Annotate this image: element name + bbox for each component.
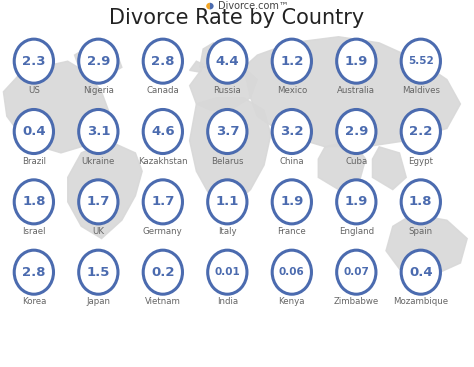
Text: 0.06: 0.06 (279, 267, 305, 277)
Text: 2.9: 2.9 (345, 125, 368, 138)
Text: Mozambique: Mozambique (393, 297, 448, 306)
Text: 1.1: 1.1 (216, 195, 239, 208)
Text: Israel: Israel (22, 227, 46, 236)
Text: 4.4: 4.4 (216, 55, 239, 68)
Text: Korea: Korea (22, 297, 46, 306)
Polygon shape (74, 43, 122, 80)
Text: Divorce.com™: Divorce.com™ (218, 1, 289, 11)
Polygon shape (190, 98, 271, 208)
Text: Mexico: Mexico (277, 86, 307, 95)
Text: 1.7: 1.7 (151, 195, 174, 208)
Ellipse shape (337, 39, 376, 83)
Text: 1.8: 1.8 (22, 195, 46, 208)
Text: Divorce Rate by Country: Divorce Rate by Country (109, 8, 365, 28)
Text: 1.5: 1.5 (87, 266, 110, 279)
Text: Canada: Canada (146, 86, 179, 95)
Text: 2.8: 2.8 (151, 55, 174, 68)
Text: 1.9: 1.9 (345, 55, 368, 68)
Text: 2.3: 2.3 (22, 55, 46, 68)
Ellipse shape (79, 109, 118, 153)
Ellipse shape (337, 250, 376, 294)
Text: UK: UK (92, 227, 104, 236)
Ellipse shape (272, 39, 311, 83)
Text: 1.9: 1.9 (345, 195, 368, 208)
Polygon shape (190, 61, 203, 72)
Ellipse shape (143, 250, 182, 294)
Ellipse shape (272, 180, 311, 224)
Ellipse shape (208, 39, 247, 83)
Text: France: France (277, 227, 306, 236)
Ellipse shape (14, 39, 54, 83)
Text: Germany: Germany (143, 227, 182, 236)
Text: 3.2: 3.2 (280, 125, 303, 138)
Text: Brazil: Brazil (22, 157, 46, 166)
Text: 4.6: 4.6 (151, 125, 174, 138)
Ellipse shape (401, 39, 440, 83)
Text: 0.07: 0.07 (343, 267, 369, 277)
Text: Maldives: Maldives (402, 86, 440, 95)
Text: 1.2: 1.2 (280, 55, 303, 68)
Wedge shape (206, 3, 210, 10)
Text: Belarus: Belarus (211, 157, 244, 166)
Text: Nigeria: Nigeria (83, 86, 114, 95)
Ellipse shape (14, 250, 54, 294)
Text: Kenya: Kenya (279, 297, 305, 306)
Ellipse shape (143, 180, 182, 224)
Ellipse shape (337, 180, 376, 224)
Text: 2.8: 2.8 (22, 266, 46, 279)
Ellipse shape (337, 109, 376, 153)
Text: 2.2: 2.2 (409, 125, 432, 138)
Ellipse shape (272, 109, 311, 153)
Polygon shape (318, 141, 365, 190)
Text: 2.9: 2.9 (87, 55, 110, 68)
Text: 0.4: 0.4 (22, 125, 46, 138)
Ellipse shape (401, 109, 440, 153)
Ellipse shape (14, 180, 54, 224)
Text: Ukraine: Ukraine (82, 157, 115, 166)
Ellipse shape (272, 250, 311, 294)
Text: 5.52: 5.52 (408, 56, 434, 66)
Text: Japan: Japan (86, 297, 110, 306)
Text: Spain: Spain (409, 227, 433, 236)
Polygon shape (3, 61, 115, 153)
Text: Zimbabwe: Zimbabwe (334, 297, 379, 306)
Polygon shape (244, 37, 460, 147)
Text: Vietnam: Vietnam (145, 297, 181, 306)
Polygon shape (190, 61, 257, 110)
Polygon shape (386, 214, 467, 275)
Text: Egypt: Egypt (408, 157, 433, 166)
Text: 3.1: 3.1 (87, 125, 110, 138)
Polygon shape (200, 43, 223, 67)
Text: Australia: Australia (337, 86, 375, 95)
Ellipse shape (14, 109, 54, 153)
Text: Italy: Italy (218, 227, 237, 236)
Wedge shape (210, 3, 214, 10)
Text: China: China (280, 157, 304, 166)
Polygon shape (373, 147, 406, 190)
Text: Kazakhstan: Kazakhstan (138, 157, 188, 166)
Text: 1.8: 1.8 (409, 195, 433, 208)
Ellipse shape (401, 250, 440, 294)
Ellipse shape (79, 180, 118, 224)
Ellipse shape (208, 250, 247, 294)
Ellipse shape (401, 180, 440, 224)
Ellipse shape (79, 39, 118, 83)
Ellipse shape (143, 109, 182, 153)
Text: 0.2: 0.2 (151, 266, 174, 279)
Text: US: US (28, 86, 40, 95)
Ellipse shape (208, 109, 247, 153)
Text: 0.01: 0.01 (214, 267, 240, 277)
Text: 3.7: 3.7 (216, 125, 239, 138)
Text: 0.4: 0.4 (409, 266, 433, 279)
Text: India: India (217, 297, 238, 306)
Text: Cuba: Cuba (345, 157, 367, 166)
Polygon shape (68, 141, 142, 239)
Ellipse shape (143, 39, 182, 83)
Text: 1.7: 1.7 (87, 195, 110, 208)
Ellipse shape (208, 180, 247, 224)
Text: Russia: Russia (213, 86, 241, 95)
Text: 1.9: 1.9 (280, 195, 303, 208)
Text: England: England (339, 227, 374, 236)
Ellipse shape (79, 250, 118, 294)
